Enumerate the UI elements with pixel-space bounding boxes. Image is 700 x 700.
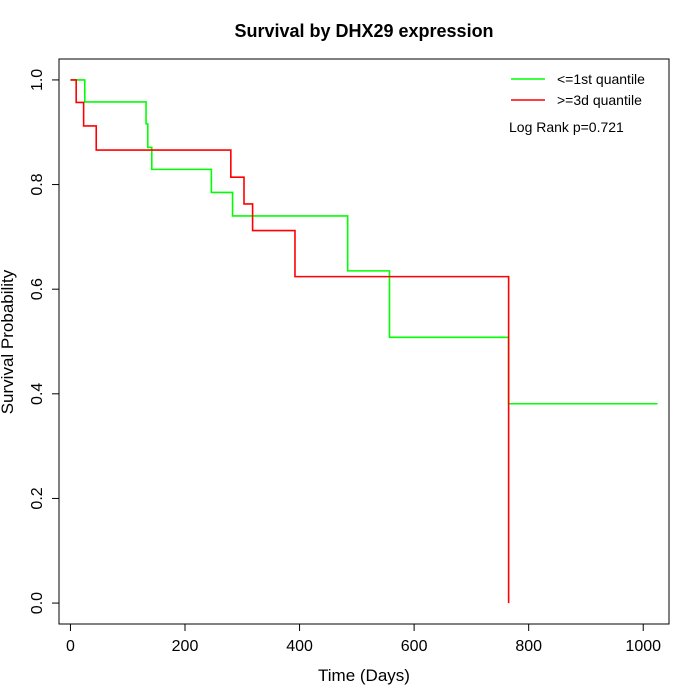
x-tick-label: 0 xyxy=(66,638,75,655)
y-tick-label: 0.2 xyxy=(29,487,46,509)
y-tick-label: 0.4 xyxy=(29,383,46,405)
survival-curve-1 xyxy=(70,79,658,405)
x-axis-label: Time (Days) xyxy=(318,666,410,685)
y-tick-label: 0.0 xyxy=(29,592,46,614)
x-tick-label: 200 xyxy=(172,638,199,655)
log-rank-annotation: Log Rank p=0.721 xyxy=(509,119,624,135)
y-axis: 0.0 0.2 0.4 0.6 0.8 1.0 xyxy=(29,69,60,614)
series-layer xyxy=(70,79,658,604)
x-tick-label: 600 xyxy=(401,638,428,655)
y-tick-label: 0.6 xyxy=(29,278,46,300)
legend: <=1st quantile >=3d quantile xyxy=(511,71,645,108)
legend-label: <=1st quantile xyxy=(557,71,645,87)
x-tick-label: 800 xyxy=(515,638,542,655)
y-tick-label: 0.8 xyxy=(29,173,46,195)
legend-label: >=3d quantile xyxy=(557,92,642,108)
plot-frame xyxy=(58,58,670,625)
x-axis: 0 200 400 600 800 1000 xyxy=(66,623,661,655)
survival-curve-2 xyxy=(70,79,510,604)
y-tick-label: 1.0 xyxy=(29,69,46,91)
chart-title: Survival by DHX29 expression xyxy=(234,21,493,41)
y-axis-label: Survival Probability xyxy=(0,269,17,414)
x-tick-label: 400 xyxy=(286,638,313,655)
x-tick-label: 1000 xyxy=(625,638,661,655)
